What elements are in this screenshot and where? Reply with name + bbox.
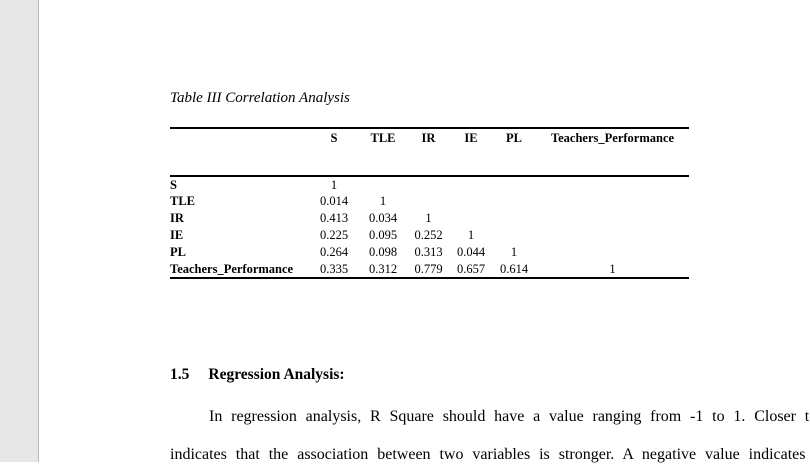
row-header: S [170,177,177,192]
table-cell: 0.034 [368,211,398,226]
row-header: Teachers_Performance [170,261,294,276]
section-heading: 1.5 Regression Analysis: [170,366,345,384]
table-row: PL 0.264 0.098 0.313 0.044 1 [170,244,689,261]
table-cell [536,244,689,261]
table-spacer-row [170,150,689,176]
section-title: Regression Analysis: [208,366,345,383]
table-header-row: S TLE IR IE PL Teachers_Performance [170,128,689,150]
table-cell: 0.044 [456,245,486,260]
table-cell: 1 [425,211,432,226]
table-row: Teachers_Performance 0.335 0.312 0.779 0… [170,261,689,278]
section-number: 1.5 [170,366,190,383]
table-cell: 0.657 [456,261,486,276]
table-cell [536,210,689,227]
table-row: IE 0.225 0.095 0.252 1 [170,227,689,244]
table-row: S 1 [170,176,689,193]
table-row: IR 0.413 0.034 1 [170,210,689,227]
column-header-blank [170,128,309,150]
body-paragraph: In regression analysis, R Square should … [170,398,810,474]
table-cell [492,193,536,210]
table-cell: 1 [330,177,338,192]
row-header: IR [170,211,184,226]
table-cell: 0.313 [414,245,443,260]
column-header-s: S [330,131,338,145]
table-cell: 0.413 [319,211,349,226]
table-cell: 0.098 [368,245,398,260]
table-cell [492,227,536,244]
table-cell: 0.312 [368,261,398,276]
table-cell [450,176,492,193]
table-cell [536,227,689,244]
table-cell: 0.335 [319,261,349,276]
table-cell: 0.095 [368,228,398,243]
row-header: IE [170,228,184,243]
column-header-ie: IE [464,131,478,145]
table-cell [536,176,689,193]
paragraph-line: In regression analysis, R Square should … [209,408,810,425]
table-cell: 0.779 [414,261,443,276]
table-cell: 0.225 [319,228,349,243]
table-cell [492,176,536,193]
table-cell: 1 [609,261,616,276]
table-cell: 0.614 [499,261,529,276]
table-cell [359,176,407,193]
column-header-ir: IR [421,131,436,145]
row-header: TLE [170,194,196,209]
document-page: Table III Correlation Analysis S TLE IR … [39,0,810,463]
column-header-teachers-performance: Teachers_Performance [550,131,675,145]
table-cell: 0.252 [414,228,443,243]
column-header-pl: PL [506,131,522,145]
paragraph-line: indicates that the association between t… [170,446,810,463]
table-cell [536,193,689,210]
table-cell [492,210,536,227]
app-canvas-gutter [0,0,39,462]
table-cell: 1 [510,245,518,260]
correlation-table: S TLE IR IE PL Teachers_Performance S 1 … [170,127,689,279]
row-header: PL [170,245,186,260]
table-row: TLE 0.014 1 [170,193,689,210]
table-cell [407,193,450,210]
table-cell [407,176,450,193]
table-caption: Table III Correlation Analysis [170,90,350,106]
table-cell [450,210,492,227]
table-cell: 0.014 [319,194,349,209]
table-cell: 0.264 [319,245,349,260]
table-cell: 1 [379,194,387,209]
table-cell [450,193,492,210]
table-cell: 1 [467,228,475,243]
column-header-tle: TLE [370,131,396,145]
